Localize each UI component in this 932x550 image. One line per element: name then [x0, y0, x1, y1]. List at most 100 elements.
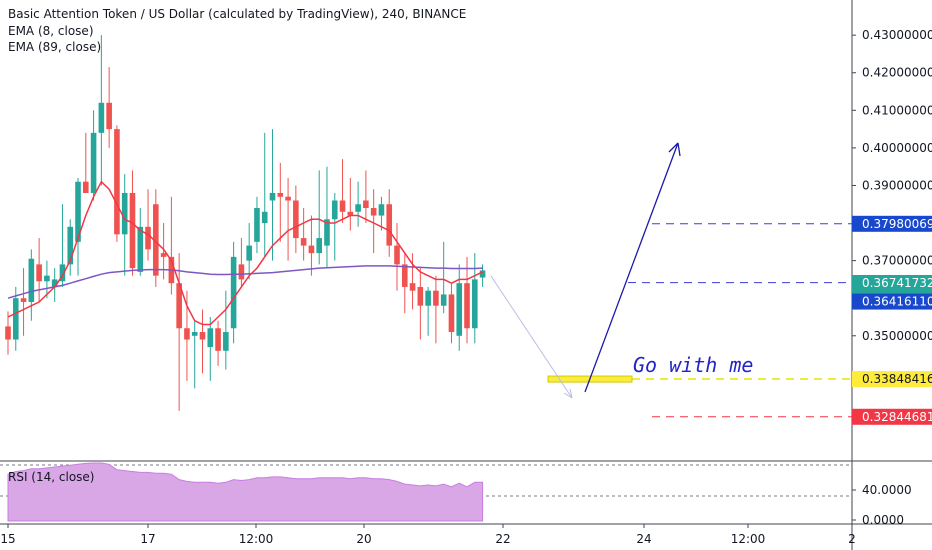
time-tick-label: 12:00 [731, 532, 766, 546]
candle-body [51, 279, 58, 287]
candle-body [363, 200, 369, 209]
badge-stop-bg [852, 408, 932, 425]
price-tick-label: 0.39000000 [862, 178, 932, 192]
candle-body [409, 283, 416, 291]
candle-body [98, 102, 105, 133]
rsi-area [7, 462, 484, 522]
candle-body [238, 264, 245, 280]
candle-body [378, 204, 385, 216]
price-tick-label: 0.42000000 [862, 66, 932, 80]
candle-body [20, 298, 27, 302]
candle-body [153, 204, 159, 276]
candle-body [293, 200, 299, 239]
ema89-line [7, 265, 483, 299]
badge-last-price-bg [852, 275, 932, 291]
candle-body [355, 204, 361, 212]
candle-body [433, 290, 439, 306]
candle-body [300, 238, 307, 246]
candle-body [370, 208, 377, 216]
time-tick-label: 2 [848, 532, 856, 546]
candle-body [394, 245, 400, 265]
time-tick-label: 17 [140, 532, 155, 546]
candle-body [106, 102, 112, 130]
badge-stop: 0.32844681 [862, 410, 932, 424]
candle-body [261, 211, 268, 224]
candle-body [207, 328, 214, 348]
candle-body [223, 332, 229, 351]
candle-body [75, 181, 81, 242]
price-tick-label: 0.40000000 [862, 141, 932, 155]
time-axis: 15 17 12:00 20 22 24 12:00 2 [0, 524, 856, 546]
badge-level-364-bg [852, 293, 932, 310]
candle-body [269, 192, 276, 201]
candle-body [36, 264, 42, 282]
rsi-pane [0, 462, 852, 522]
candle-body [254, 208, 260, 242]
badge-zone-bg [852, 371, 932, 388]
candle-body [67, 226, 74, 265]
time-tick-label: 15 [0, 532, 15, 546]
candle-body [308, 245, 315, 254]
badge-level-364: 0.36416110 [862, 295, 932, 309]
candle-body [230, 256, 237, 329]
rsi-legend[interactable]: RSI (14, close) [8, 470, 95, 484]
candle-body [401, 264, 408, 287]
ema8-line [7, 180, 483, 326]
candle-body [215, 328, 221, 351]
candle-body [347, 211, 354, 216]
price-tick-label: 0.41000000 [862, 103, 932, 117]
candle-body [28, 258, 35, 302]
candle-body [316, 238, 322, 254]
candle-body [83, 181, 89, 193]
time-tick-label: 20 [356, 532, 371, 546]
target-arrow [584, 142, 679, 393]
badge-level-379: 0.37980069 [862, 217, 932, 231]
candles [5, 35, 486, 411]
candle-body [59, 264, 66, 282]
projection-line [490, 275, 573, 399]
ema8-legend[interactable]: EMA (8, close) [8, 24, 94, 38]
candle-body [191, 332, 198, 336]
price-tick-label: 0.35000000 [862, 329, 932, 343]
candle-body [176, 283, 182, 329]
candle-body [199, 332, 206, 340]
projection-arrowhead [563, 388, 573, 399]
price-axis: 0.43000000 0.42000000 0.41000000 0.40000000… [852, 28, 932, 527]
rsi-tick-label: 0.0000 [862, 513, 904, 527]
candle-body [386, 204, 393, 246]
candle-body [160, 253, 167, 257]
candle-body [456, 283, 463, 336]
candle-body [129, 192, 136, 269]
annotation-text: Go with me [633, 353, 753, 377]
candle-body [331, 200, 338, 220]
candle-body [90, 132, 97, 193]
candle-body [5, 326, 11, 340]
candle-body [44, 275, 50, 282]
candle-body [246, 245, 252, 261]
time-tick-label: 24 [636, 532, 651, 546]
ema89-legend[interactable]: EMA (89, close) [8, 40, 102, 54]
badge-level-379-bg [852, 215, 932, 232]
candle-body [339, 200, 346, 212]
time-tick-label: 12:00 [239, 532, 274, 546]
drawings: Go with me [490, 142, 852, 418]
candle-body [425, 290, 431, 306]
price-tick-label: 0.37000000 [862, 254, 932, 268]
rsi-tick-label: 40.0000 [862, 483, 912, 497]
price-tick-label: 0.43000000 [862, 28, 932, 42]
candle-body [472, 279, 478, 329]
candle-body [324, 219, 330, 246]
candle-body [285, 196, 291, 201]
candle-body [440, 294, 447, 306]
badge-last-price: 0.36741732 [862, 276, 932, 290]
time-tick-label: 22 [495, 532, 510, 546]
candle-body [277, 192, 284, 197]
candle-body [121, 192, 128, 235]
candle-body [145, 226, 151, 250]
chart-title: Basic Attention Token / US Dollar (calcu… [8, 7, 467, 21]
candle-body [184, 328, 190, 340]
candle-body [464, 283, 470, 329]
target-arrowhead [668, 142, 681, 157]
candle-body [417, 286, 424, 306]
